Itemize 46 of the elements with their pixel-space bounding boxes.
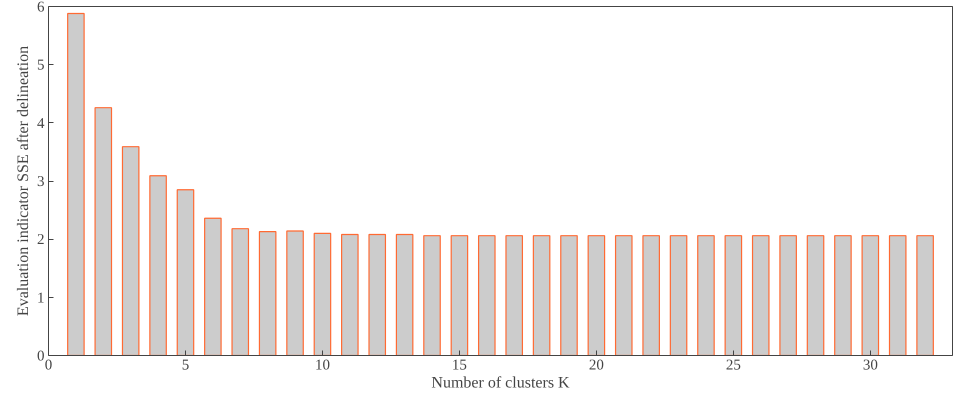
bar xyxy=(697,235,715,356)
bar xyxy=(806,235,824,356)
x-tick-label: 30 xyxy=(862,358,878,374)
bar xyxy=(149,175,167,356)
bar xyxy=(478,235,496,356)
bar xyxy=(588,235,606,356)
y-tick-label: 3 xyxy=(37,174,44,190)
bar xyxy=(450,235,468,356)
bar xyxy=(614,235,633,356)
bar xyxy=(368,234,386,356)
bar xyxy=(888,235,907,356)
y-tick-label: 1 xyxy=(37,290,44,306)
bar xyxy=(532,235,550,356)
bar xyxy=(670,235,688,356)
bar xyxy=(862,235,880,356)
bar xyxy=(67,12,85,356)
bar xyxy=(204,218,222,356)
y-tick-label: 5 xyxy=(37,58,44,74)
x-tick-label: 10 xyxy=(314,358,330,374)
bar xyxy=(94,107,112,356)
bar xyxy=(560,235,578,356)
bar xyxy=(341,234,359,356)
bar xyxy=(505,235,524,356)
bar xyxy=(286,230,304,356)
bar xyxy=(122,146,140,356)
x-tick-label: 25 xyxy=(726,358,741,374)
bar xyxy=(724,235,742,356)
x-tick-label: 20 xyxy=(588,358,604,374)
y-tick-label: 4 xyxy=(37,116,45,132)
bar xyxy=(752,235,770,356)
y-tick-label: 2 xyxy=(37,232,44,248)
bar xyxy=(176,189,194,356)
bar xyxy=(916,235,934,356)
bar xyxy=(396,234,414,356)
bar xyxy=(779,235,797,356)
bar xyxy=(314,232,332,356)
y-tick-label: 6 xyxy=(37,0,45,16)
bar xyxy=(834,235,852,356)
x-tick-label: 5 xyxy=(182,358,190,374)
bar xyxy=(642,235,660,356)
bar xyxy=(258,231,276,356)
y-axis-title: Evaluation indicator SSE after delineation xyxy=(15,46,32,316)
bar xyxy=(423,235,441,356)
x-axis-title: Number of clusters K xyxy=(431,374,570,392)
x-tick-label: 15 xyxy=(452,358,467,374)
bar xyxy=(231,228,250,356)
